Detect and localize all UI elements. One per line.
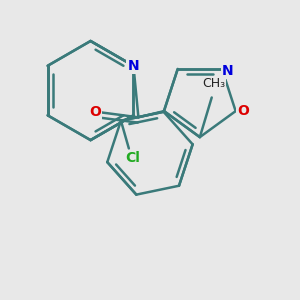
Text: Cl: Cl bbox=[125, 152, 140, 165]
Text: CH₃: CH₃ bbox=[202, 76, 225, 90]
Text: O: O bbox=[238, 104, 250, 118]
Text: N: N bbox=[222, 64, 234, 78]
Text: N: N bbox=[128, 59, 139, 73]
Text: O: O bbox=[89, 105, 101, 119]
